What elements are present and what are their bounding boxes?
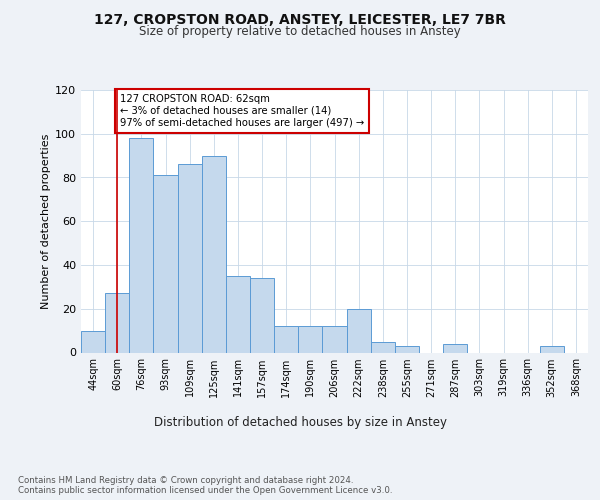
Bar (129, 138, 154, 352)
Text: 127 CROPSTON ROAD: 62sqm
← 3% of detached houses are smaller (14)
97% of semi-de: 127 CROPSTON ROAD: 62sqm ← 3% of detache… (119, 94, 364, 128)
Bar (226, 276, 250, 352)
Text: 127, CROPSTON ROAD, ANSTEY, LEICESTER, LE7 7BR: 127, CROPSTON ROAD, ANSTEY, LEICESTER, L… (94, 12, 506, 26)
Bar (298, 326, 322, 352)
Text: Contains HM Land Registry data © Crown copyright and database right 2024.
Contai: Contains HM Land Registry data © Crown c… (18, 476, 392, 495)
Bar (274, 326, 298, 352)
Bar (105, 294, 129, 352)
Bar (250, 278, 274, 352)
Y-axis label: Number of detached properties: Number of detached properties (41, 134, 51, 309)
Bar (347, 308, 371, 352)
Bar (371, 342, 395, 352)
Text: Distribution of detached houses by size in Anstey: Distribution of detached houses by size … (154, 416, 446, 429)
Bar (202, 156, 226, 352)
Bar (154, 176, 178, 352)
Bar (395, 346, 419, 352)
Bar (540, 346, 564, 352)
Bar (178, 164, 202, 352)
Text: Size of property relative to detached houses in Anstey: Size of property relative to detached ho… (139, 25, 461, 38)
Bar (81, 330, 105, 352)
Bar (322, 326, 347, 352)
Bar (443, 344, 467, 352)
